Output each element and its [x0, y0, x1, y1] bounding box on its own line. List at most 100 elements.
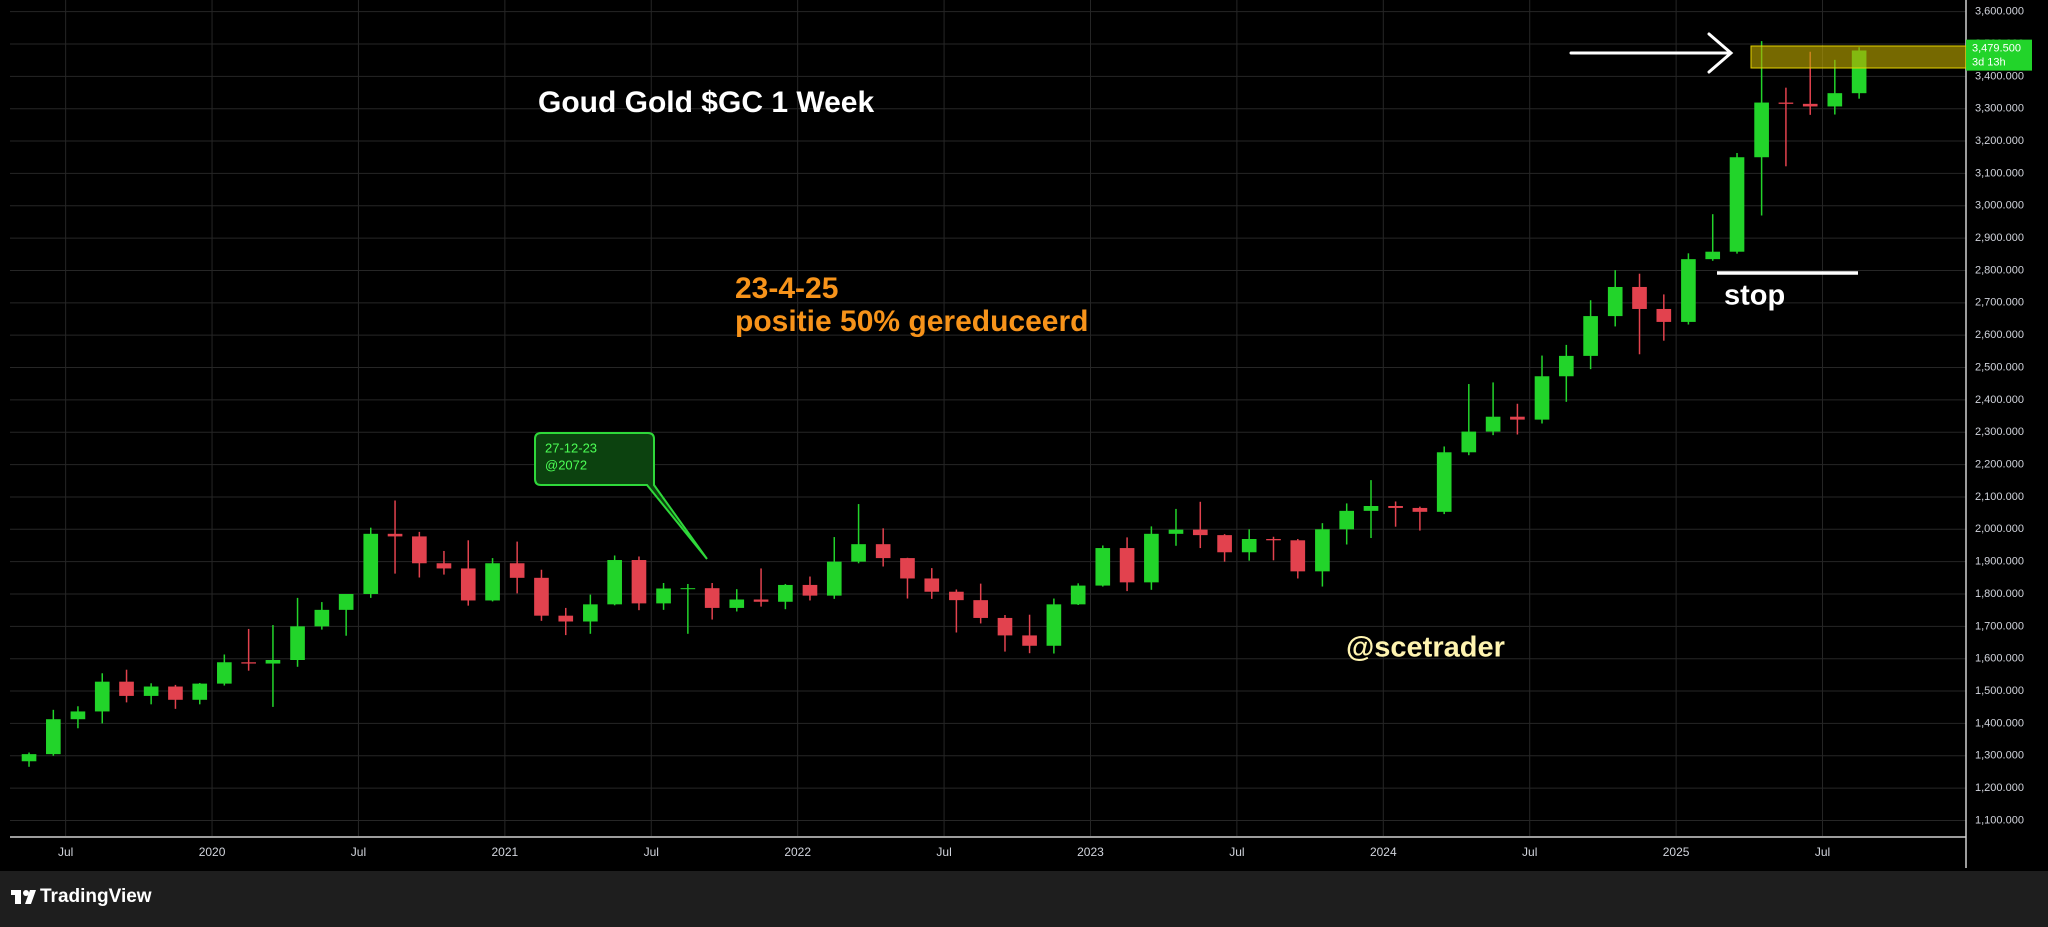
- candle-body: [1095, 548, 1111, 586]
- y-tick-label: 2,900.000: [1975, 232, 2024, 244]
- candle-body: [534, 577, 549, 616]
- x-tick-label: Jul: [58, 845, 73, 859]
- y-tick-label: 1,700.000: [1975, 620, 2024, 632]
- candle-body: [21, 754, 37, 762]
- callout-date: 27-12-23: [545, 440, 597, 455]
- candle-body: [1729, 157, 1745, 252]
- candle-body: [119, 681, 134, 696]
- candle-body: [900, 558, 915, 579]
- candle-body: [363, 533, 379, 594]
- candle-body: [1607, 286, 1623, 317]
- author: @scetrader: [1346, 632, 1505, 664]
- candles: [21, 41, 1867, 767]
- y-tick-label: 2,600.000: [1975, 329, 2024, 341]
- reduce-note: positie 50% gereduceerd: [735, 305, 1088, 338]
- y-tick-label: 3,400.000: [1975, 70, 2024, 82]
- x-tick-label: 2024: [1370, 845, 1397, 859]
- candle-body: [314, 609, 330, 627]
- candle-body: [1070, 585, 1086, 605]
- candle-body: [729, 599, 745, 608]
- candle-body: [704, 588, 720, 608]
- candle-body: [1558, 355, 1574, 377]
- candle-body: [631, 560, 647, 604]
- y-tick-label: 1,500.000: [1975, 685, 2024, 697]
- candle-body: [143, 686, 159, 696]
- y-tick-label: 3,000.000: [1975, 200, 2024, 212]
- candle-body: [1144, 533, 1159, 583]
- candle-body: [1656, 308, 1672, 322]
- candle-body: [436, 563, 452, 569]
- countdown-label: 3d 13h: [1972, 57, 2006, 69]
- candle-body: [509, 563, 525, 578]
- candle-body: [851, 544, 866, 562]
- y-tick-label: 1,800.000: [1975, 588, 2024, 600]
- candle-body: [949, 591, 964, 601]
- candle-body: [1412, 507, 1428, 512]
- candle-body: [265, 660, 281, 664]
- y-tick-label: 1,200.000: [1975, 782, 2024, 794]
- x-tick-label: Jul: [351, 845, 366, 859]
- chart-title: Goud Gold $GC 1 Week: [538, 86, 874, 119]
- candle-body: [1461, 431, 1477, 453]
- candle-body: [826, 561, 842, 596]
- y-tick-label: 2,000.000: [1975, 523, 2024, 535]
- candle-body: [1192, 529, 1208, 536]
- candle-body: [558, 615, 574, 622]
- candle-body: [1266, 539, 1281, 541]
- candle-body: [168, 686, 183, 700]
- candle-body: [46, 719, 61, 755]
- y-tick-label: 2,500.000: [1975, 361, 2024, 373]
- price-tag: 3,479.500 3d 13h: [1966, 39, 2032, 71]
- x-tick-label: Jul: [1522, 845, 1537, 859]
- candle-body: [1022, 635, 1037, 646]
- candle-body: [1754, 102, 1769, 158]
- candle-body: [924, 578, 940, 592]
- y-tick-label: 1,100.000: [1975, 814, 2024, 826]
- x-tick-label: 2022: [784, 845, 811, 859]
- candle-body: [1168, 529, 1184, 534]
- candle-body: [1046, 604, 1062, 646]
- candle-body: [1802, 103, 1818, 107]
- candle-body: [460, 568, 476, 601]
- candle-body: [1705, 251, 1721, 260]
- footer-bar: [0, 871, 2048, 927]
- resistance-zone: [1750, 45, 1967, 69]
- x-tick-label: Jul: [1815, 845, 1830, 859]
- y-tick-label: 2,100.000: [1975, 491, 2024, 503]
- y-tick-label: 1,900.000: [1975, 556, 2024, 568]
- candle-body: [192, 683, 208, 700]
- candle-body: [412, 536, 427, 564]
- x-tick-label: Jul: [1229, 845, 1244, 859]
- y-tick-label: 1,400.000: [1975, 717, 2024, 729]
- x-tick-label: 2020: [199, 845, 226, 859]
- candle-body: [778, 584, 793, 602]
- y-tick-label: 2,300.000: [1975, 426, 2024, 438]
- footer-brand: TradingView: [40, 886, 152, 907]
- candle-body: [1241, 539, 1257, 553]
- candle-body: [1632, 286, 1647, 309]
- candle-body: [875, 544, 891, 559]
- candle-body: [997, 617, 1013, 636]
- callout: [534, 432, 708, 560]
- x-tick-label: Jul: [936, 845, 951, 859]
- x-tick-label: Jul: [644, 845, 659, 859]
- candle-body: [387, 533, 403, 537]
- candle-body: [94, 681, 110, 712]
- x-tick-label: 2025: [1663, 845, 1690, 859]
- candle-body: [1827, 93, 1843, 107]
- y-tick-label: 3,300.000: [1975, 103, 2024, 115]
- y-tick-label: 1,300.000: [1975, 750, 2024, 762]
- candle-body: [583, 604, 598, 622]
- y-tick-label: 2,400.000: [1975, 394, 2024, 406]
- candle-body: [802, 584, 818, 596]
- candle-body: [753, 599, 769, 602]
- candle-body: [1315, 529, 1330, 572]
- y-tick-label: 3,200.000: [1975, 135, 2024, 147]
- grid: 1,100.000 1,200.000 1,300.000 1,400.000 1,50…: [10, 0, 2024, 859]
- y-tick-label: 3,100.000: [1975, 167, 2024, 179]
- candle-body: [1119, 548, 1135, 583]
- candle-body: [1363, 506, 1379, 511]
- candle-body: [1583, 316, 1598, 356]
- reduce-date: 23-4-25: [735, 272, 838, 305]
